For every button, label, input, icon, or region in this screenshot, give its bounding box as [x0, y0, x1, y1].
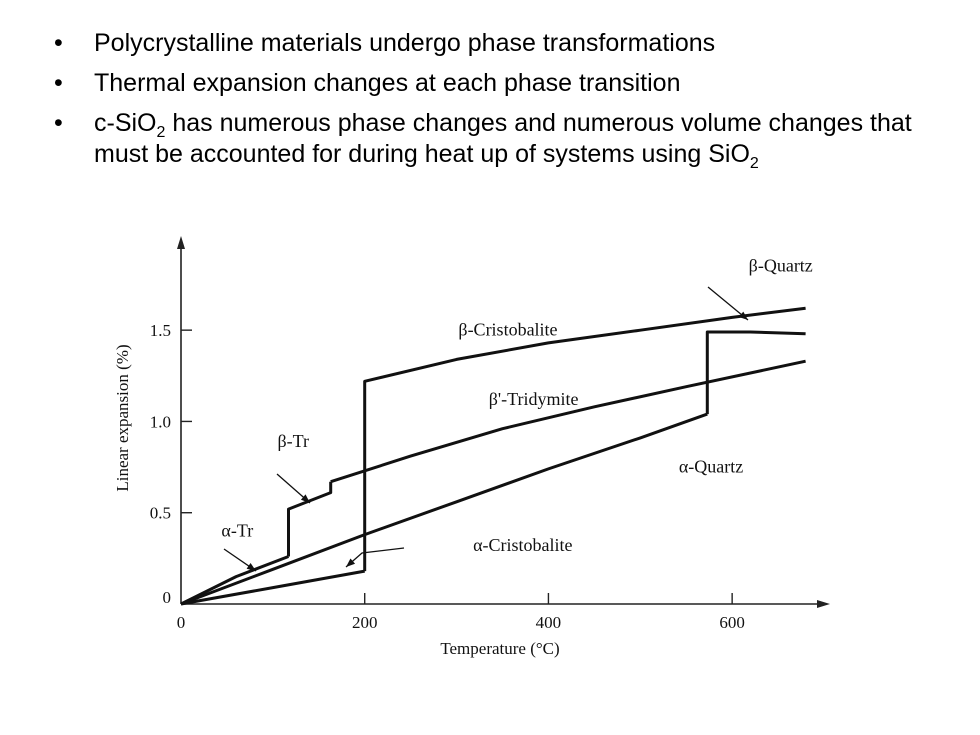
series-label: β'-Tridymite [489, 389, 579, 409]
bullet-marker: • [54, 29, 63, 57]
y-tick-label: 0.5 [150, 504, 171, 523]
x-tick-label: 600 [719, 613, 745, 632]
series-line [180, 555, 290, 606]
series-label: β-Quartz [749, 256, 813, 276]
series-line [705, 330, 806, 415]
series-label: α-Quartz [679, 457, 743, 477]
bullet-item: • c-SiO2 has numerous phase changes and … [54, 108, 934, 172]
bullet-list: • Polycrystalline materials undergo phas… [54, 28, 934, 180]
y-axis-arrowhead [177, 236, 185, 249]
series-line [180, 412, 708, 606]
x-tick-label: 0 [177, 613, 186, 632]
chart-axes: 0 200 400 600 0 0.5 1.0 1.5 Temperature (°C) Line… [113, 236, 830, 658]
y-tick-label: 1.5 [150, 321, 171, 340]
leader-line [345, 547, 405, 568]
series-label: β-Tr [277, 431, 309, 451]
bullet-text-start: c-SiO [94, 109, 157, 137]
chart-labels: β-Quartz β-Cristobalite β'-Tridymite β-Tr α-… [221, 256, 813, 572]
chart-series [180, 306, 806, 606]
series-label: α-Tr [221, 520, 253, 540]
bullet-text: Thermal expansion changes at each phase … [94, 69, 681, 97]
bullet-text: Polycrystalline materials undergo phase … [94, 29, 716, 57]
subscript: 2 [156, 124, 166, 141]
bullet-marker: • [54, 69, 63, 97]
x-axis-title: Temperature (°C) [440, 639, 559, 658]
leader-arrowhead [346, 558, 356, 567]
series-line [363, 306, 806, 572]
x-tick-label: 400 [536, 613, 562, 632]
series-line [287, 481, 333, 557]
subscript: 2 [749, 155, 759, 172]
series-label: α-Cristobalite [473, 535, 572, 555]
x-axis-arrowhead [817, 600, 830, 608]
y-tick-label: 0 [163, 588, 172, 607]
y-axis-title: Linear expansion (%) [113, 344, 132, 491]
leader-arrowhead [300, 494, 310, 503]
leader-arrowhead [738, 311, 748, 320]
series-line [180, 569, 365, 606]
bullet-item: • Polycrystalline materials undergo phas… [54, 28, 934, 58]
bullet-item: • Thermal expansion changes at each phas… [54, 68, 934, 98]
x-tick-label: 200 [352, 613, 378, 632]
bullet-marker: • [54, 109, 63, 137]
series-line [330, 359, 806, 484]
leader-arrowhead [246, 563, 256, 571]
bullet-text-middle: has numerous phase changes and numerous … [94, 109, 912, 168]
series-label: β-Cristobalite [458, 320, 557, 340]
y-tick-label: 1.0 [150, 412, 171, 431]
